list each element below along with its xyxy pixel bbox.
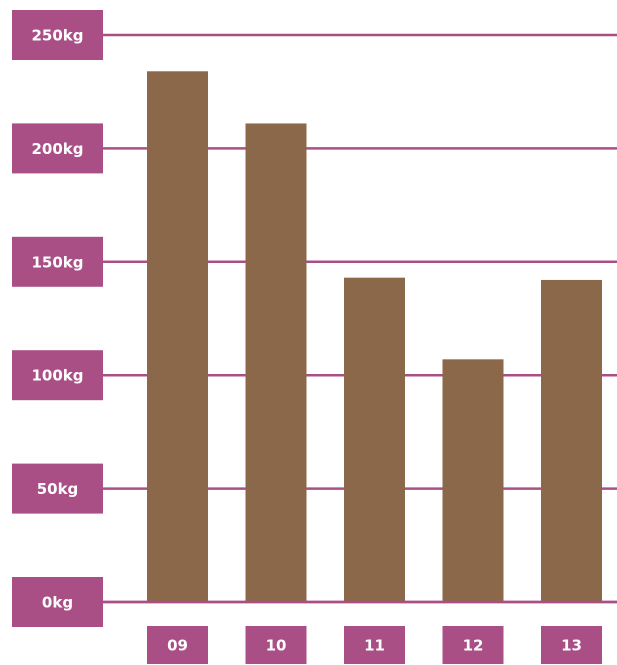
- bar-12: [442, 359, 504, 602]
- y-tick-label: 150kg: [31, 253, 83, 271]
- x-axis-categories: 09 10 11 12 13: [147, 626, 602, 664]
- y-tick-label: 250kg: [31, 27, 83, 45]
- y-tick-box: [12, 350, 103, 401]
- x-category-box: [344, 626, 405, 664]
- x-category-label: 10: [266, 637, 287, 655]
- bar-09: [147, 71, 208, 602]
- y-tick-label: 50kg: [37, 480, 79, 498]
- y-tick: 50kg: [12, 463, 103, 514]
- y-tick-label: 100kg: [31, 367, 83, 385]
- x-category-label: 11: [364, 637, 385, 655]
- x-category: 13: [541, 626, 602, 664]
- bar-11: [344, 277, 405, 602]
- y-tick-box: [12, 236, 103, 287]
- y-tick-label: 200kg: [31, 140, 83, 158]
- y-tick-box: [12, 577, 103, 627]
- y-tick-box: [12, 463, 103, 514]
- x-category-box: [147, 626, 208, 664]
- y-tick-box: [12, 123, 103, 174]
- x-category: 10: [245, 626, 307, 664]
- y-tick-label: 0kg: [42, 594, 73, 612]
- y-tick: 200kg: [12, 123, 103, 174]
- x-category-label: 13: [561, 637, 582, 655]
- x-category: 09: [147, 626, 208, 664]
- x-category: 11: [344, 626, 405, 664]
- y-tick: 0kg: [12, 577, 103, 627]
- bar-10: [245, 123, 307, 603]
- y-tick: 250kg: [12, 10, 103, 60]
- y-tick: 100kg: [12, 350, 103, 401]
- y-tick-box: [12, 10, 103, 60]
- x-category-box: [245, 626, 307, 664]
- y-tick: 150kg: [12, 236, 103, 287]
- bar-13: [541, 279, 602, 602]
- bars: [103, 71, 617, 604]
- x-category: 12: [442, 626, 504, 664]
- x-category-label: 09: [167, 637, 188, 655]
- x-category-box: [541, 626, 602, 664]
- y-axis-ticks: 0kg 50kg 100kg 150kg 200kg 250kg: [12, 10, 103, 627]
- x-category-label: 12: [463, 637, 484, 655]
- x-category-box: [442, 626, 504, 664]
